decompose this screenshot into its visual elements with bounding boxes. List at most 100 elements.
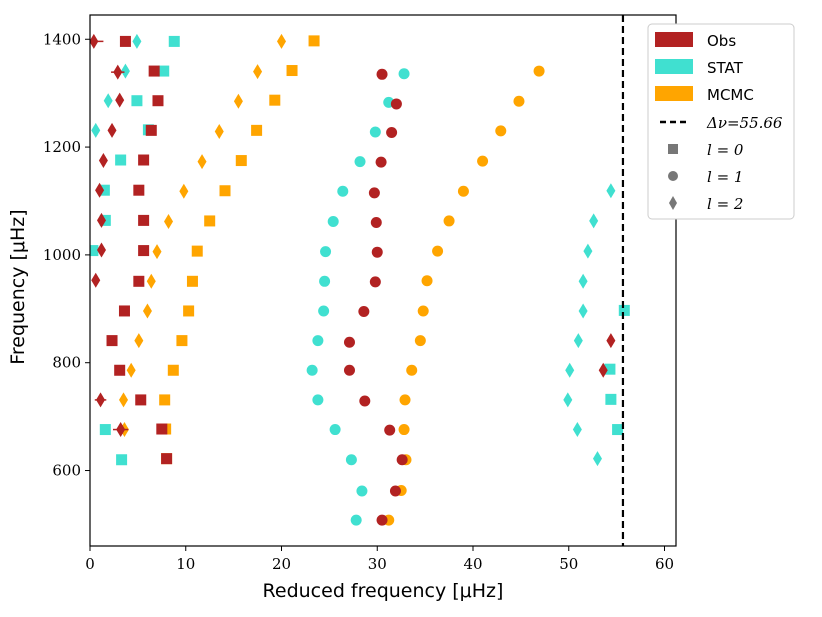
mcmc-l0-point bbox=[204, 215, 216, 227]
mcmc-l0-point bbox=[235, 155, 247, 167]
stat-l2-point bbox=[572, 422, 582, 438]
mcmc-l2-point bbox=[233, 93, 243, 109]
obs-l0-point bbox=[138, 214, 150, 226]
x-tick-label: 10 bbox=[176, 555, 195, 573]
stat-l2-point bbox=[606, 183, 616, 199]
y-axis-label: Frequency [μHz] bbox=[7, 209, 29, 364]
mcmc-l0-point bbox=[286, 65, 298, 77]
legend: Obs STAT MCMC Δν=55.66 l = 0 l = 1 l = 2 bbox=[647, 23, 795, 220]
stat-l2-point bbox=[132, 33, 142, 49]
obs-l1-point bbox=[389, 485, 401, 497]
obs-l1-point bbox=[370, 217, 382, 229]
mcmc-l0-point bbox=[269, 94, 281, 106]
mcmc-l1-point bbox=[513, 95, 525, 107]
mcmc-l1-point bbox=[477, 155, 489, 167]
y-tick-label: 600 bbox=[52, 462, 81, 480]
mcmc-l1-point bbox=[399, 394, 411, 406]
obs-l0-point bbox=[133, 275, 145, 287]
mcmc-l0-point bbox=[183, 305, 195, 317]
obs-l1-point bbox=[376, 68, 388, 80]
mcmc-l1-point bbox=[533, 65, 545, 77]
stat-l2-point bbox=[91, 122, 101, 138]
mcmc-l0-point bbox=[186, 275, 198, 287]
obs-l1-point bbox=[369, 276, 381, 288]
obs-l2-point bbox=[606, 333, 616, 349]
obs-l2-point bbox=[598, 362, 608, 378]
mcmc-l1-point bbox=[406, 364, 418, 376]
stat-l1-point bbox=[354, 156, 366, 168]
mcmc-l1-point bbox=[457, 185, 469, 197]
obs-l0-point bbox=[161, 453, 173, 465]
mcmc-l0-point bbox=[176, 335, 188, 347]
obs-l2-point bbox=[91, 272, 101, 288]
obs-l0-point bbox=[145, 124, 157, 136]
stat-l1-point bbox=[398, 68, 410, 80]
mcmc-l0-point bbox=[191, 245, 203, 257]
obs-l0-point bbox=[114, 364, 126, 376]
stat-l2-point bbox=[565, 362, 575, 378]
mcmc-l2-point bbox=[253, 64, 263, 80]
stat-l1-point bbox=[350, 514, 362, 526]
obs-l2-point bbox=[96, 392, 106, 408]
stat-l0-point bbox=[605, 393, 617, 405]
obs-l2-point bbox=[90, 33, 99, 49]
obs-l1-point bbox=[390, 98, 402, 110]
obs-l0-point bbox=[119, 35, 131, 47]
obs-l1-point bbox=[375, 156, 387, 168]
obs-l0-point bbox=[138, 154, 150, 166]
mcmc-l2-point bbox=[142, 303, 152, 319]
legend-l1-marker bbox=[668, 171, 678, 181]
stat-l2-point bbox=[120, 63, 130, 79]
mcmc-l2-point bbox=[146, 273, 156, 289]
y-tick-label: 1400 bbox=[43, 30, 81, 48]
x-tick-label: 30 bbox=[368, 555, 387, 573]
obs-l2-point bbox=[116, 422, 126, 438]
obs-l2-point bbox=[98, 153, 108, 169]
stat-l2-point bbox=[578, 273, 588, 289]
stat-l0-point bbox=[90, 245, 99, 257]
obs-l1-point bbox=[368, 187, 380, 199]
obs-l1-point bbox=[386, 127, 398, 139]
stat-l1-point bbox=[320, 246, 332, 258]
mcmc-l1-point bbox=[398, 424, 410, 436]
stat-l2-point bbox=[103, 93, 113, 109]
obs-l0-point bbox=[156, 423, 168, 435]
mcmc-l2-point bbox=[152, 244, 162, 260]
mcmc-l1-point bbox=[432, 245, 444, 257]
obs-l1-point bbox=[343, 336, 355, 348]
y-tick-label: 1200 bbox=[43, 138, 81, 156]
obs-l1-point bbox=[343, 364, 355, 376]
stat-l1-point bbox=[345, 454, 357, 466]
mcmc-l0-point bbox=[251, 124, 263, 136]
x-tick-label: 60 bbox=[655, 555, 674, 573]
x-tick-label: 40 bbox=[463, 555, 482, 573]
mcmc-l0-point bbox=[167, 364, 179, 376]
obs-l0-point bbox=[148, 65, 160, 77]
mcmc-l0-point bbox=[159, 394, 171, 406]
mcmc-l2-point bbox=[277, 33, 287, 49]
stat-l0-point bbox=[99, 424, 111, 436]
legend-dnu-label: Δν=55.66 bbox=[706, 114, 783, 132]
mcmc-l2-point bbox=[214, 123, 224, 139]
legend-l0-marker bbox=[668, 144, 678, 154]
legend-l1-label: l = 1 bbox=[707, 168, 743, 186]
mcmc-l0-point bbox=[219, 185, 231, 197]
stat-l0-point bbox=[618, 304, 630, 316]
mcmc-l2-point bbox=[197, 154, 207, 170]
obs-l2-point bbox=[95, 182, 105, 198]
stat-l2-point bbox=[573, 333, 583, 349]
legend-obs-label: Obs bbox=[707, 32, 736, 50]
obs-l1-point bbox=[376, 514, 388, 526]
stat-l2-point bbox=[563, 392, 573, 408]
legend-mcmc-label: MCMC bbox=[707, 86, 754, 104]
mcmc-l2-point bbox=[126, 362, 136, 378]
legend-stat-label: STAT bbox=[707, 59, 744, 77]
x-tick-label: 20 bbox=[272, 555, 291, 573]
stat-l2-point bbox=[578, 303, 588, 319]
obs-l0-point bbox=[106, 335, 118, 347]
mcmc-l0-point bbox=[308, 35, 320, 47]
legend-obs-swatch bbox=[655, 32, 693, 47]
stat-l1-point bbox=[327, 215, 339, 227]
obs-l0-point bbox=[133, 184, 145, 196]
